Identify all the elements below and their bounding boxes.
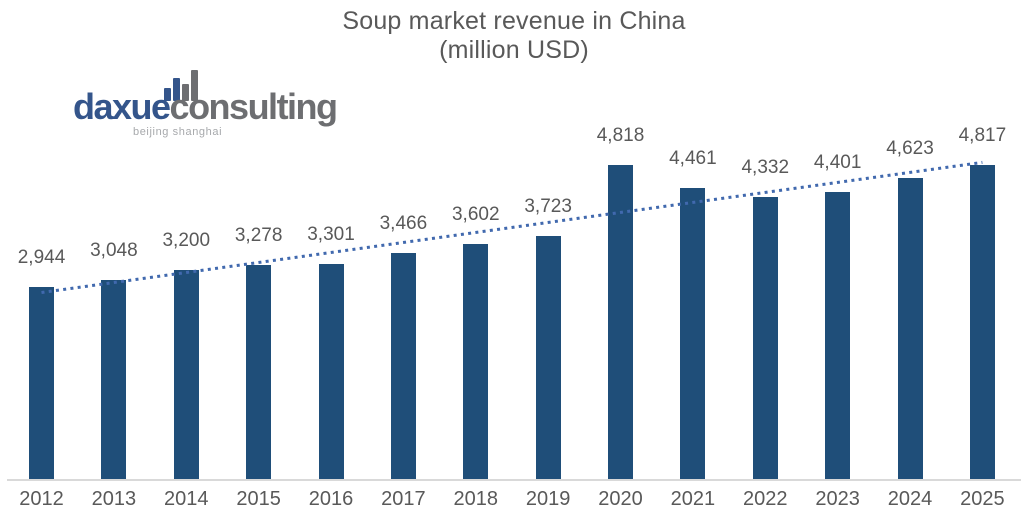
bar-2023 <box>825 192 851 479</box>
logo-icon-bar <box>182 84 189 101</box>
bar-2014 <box>173 270 199 479</box>
bar-2018 <box>463 244 489 479</box>
bar-2012 <box>29 287 54 479</box>
logo-icon-bar <box>191 70 198 101</box>
plot-area: 2,944 3,048 3,200 3,278 3,301 3,466 3,602 3,723… <box>14 100 1014 479</box>
x-tick-2020: 2020 <box>598 488 643 510</box>
bar-value-label-2020: 4,818 <box>596 124 645 146</box>
x-tick-2012: 2012 <box>19 488 64 510</box>
x-tick-2016: 2016 <box>308 488 354 510</box>
bar-2020 <box>608 164 633 479</box>
x-tick-2021: 2021 <box>670 488 716 510</box>
x-tick-2015: 2015 <box>236 488 281 510</box>
bar-value-label-2019: 3,723 <box>524 196 572 218</box>
bar-2013 <box>101 280 127 479</box>
x-tick-2018: 2018 <box>453 488 499 510</box>
daxue-consulting-logo: daxueconsulting beijing shanghai <box>73 64 373 144</box>
bar-2019 <box>535 236 561 479</box>
logo-icon-bar <box>173 78 180 101</box>
x-tick-2023: 2023 <box>815 488 860 510</box>
chart-title-line2: (million USD) <box>439 36 589 64</box>
chart-title-line1: Soup market revenue in China <box>342 7 686 35</box>
x-axis-labels: 2012 2013 2014 2015 2016 2017 2018 2019 2020 2021… <box>14 488 1014 514</box>
logo-daxue: daxue <box>73 86 171 127</box>
bar-2017 <box>390 253 416 479</box>
x-tick-2017: 2017 <box>381 488 426 510</box>
logo-icon-bar <box>164 88 171 101</box>
bar-2021 <box>680 188 706 479</box>
logo-wordmark: daxueconsulting <box>73 86 339 127</box>
chart-title: Soup market revenue in China (million US… <box>0 7 1028 65</box>
x-tick-2013: 2013 <box>91 488 137 510</box>
x-tick-2022: 2022 <box>743 488 788 510</box>
bar-value-label-2024: 4,623 <box>886 137 934 159</box>
bar-2015 <box>246 265 272 479</box>
logo-subtitle: beijing shanghai <box>133 126 223 138</box>
x-axis-line <box>7 479 1021 481</box>
bar-2024 <box>897 177 923 479</box>
bar-2025 <box>969 164 995 479</box>
bar-2022 <box>752 196 778 479</box>
x-tick-2024: 2024 <box>887 488 933 510</box>
x-tick-2014: 2014 <box>164 488 209 510</box>
x-tick-2025: 2025 <box>960 488 1005 510</box>
bar-chart-logo-icon <box>164 68 204 101</box>
bar-value-label-2025: 4,817 <box>958 124 1007 146</box>
logo-consulting: consulting <box>169 86 339 127</box>
x-tick-2019: 2019 <box>525 488 571 510</box>
bar-2016 <box>318 263 344 479</box>
